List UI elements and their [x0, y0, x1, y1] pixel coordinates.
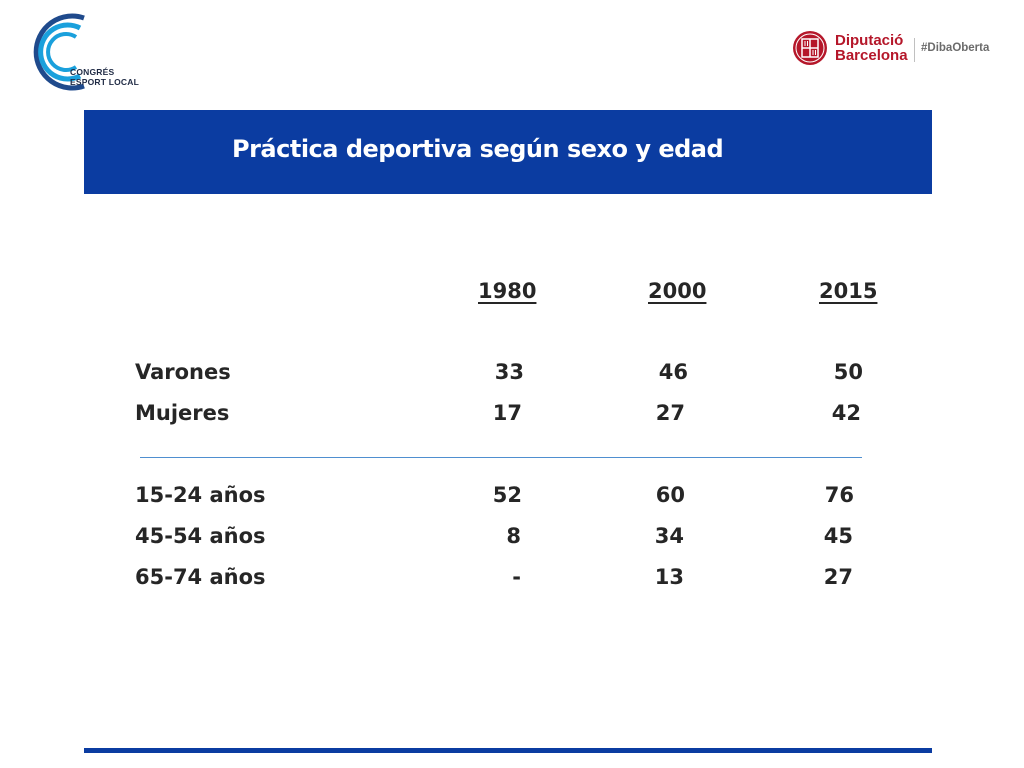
- row-label-15-24: 15-24 años: [135, 483, 266, 507]
- logo-line-2: ESPORT LOCAL: [70, 77, 139, 87]
- cell-mujeres-2000: 27: [655, 401, 685, 425]
- cell-15-24-2000: 60: [655, 483, 685, 507]
- cell-15-24-1980: 52: [492, 483, 522, 507]
- cell-varones-1980: 33: [494, 360, 524, 384]
- row-label-mujeres: Mujeres: [135, 401, 230, 425]
- cell-mujeres-1980: 17: [492, 401, 522, 425]
- hashtag: #DibaOberta: [921, 42, 990, 54]
- logo-separator: [914, 38, 915, 62]
- cell-varones-2000: 46: [658, 360, 688, 384]
- cell-65-74-2015: 27: [823, 565, 853, 589]
- year-header-2015: 2015: [819, 279, 878, 303]
- logo-line-1: CONGRÉS: [70, 67, 115, 77]
- cell-varones-2015: 50: [833, 360, 863, 384]
- diputacio-name-line-2: Barcelona: [835, 47, 908, 64]
- row-label-45-54: 45-54 años: [135, 524, 266, 548]
- diputacio-barcelona-logo: Diputació Barcelona #DibaOberta: [790, 28, 1010, 72]
- diputacio-seal-icon: [793, 31, 827, 65]
- row-label-varones: Varones: [135, 360, 231, 384]
- congres-arcs-icon: [33, 13, 85, 91]
- cell-65-74-1980: -: [512, 565, 521, 589]
- cell-65-74-2000: 13: [654, 565, 684, 589]
- year-header-2000: 2000: [648, 279, 707, 303]
- cell-45-54-2015: 45: [823, 524, 853, 548]
- congres-esport-local-logo: CONGRÉS ESPORT LOCAL: [18, 12, 168, 94]
- diputacio-name-line-1: Diputació: [835, 32, 904, 49]
- slide-title: Práctica deportiva según sexo y edad: [232, 135, 724, 163]
- cell-45-54-2000: 34: [654, 524, 684, 548]
- title-band: Práctica deportiva según sexo y edad: [84, 110, 932, 194]
- group-divider: [140, 457, 862, 458]
- bottom-rule: [84, 748, 932, 753]
- cell-mujeres-2015: 42: [831, 401, 861, 425]
- cell-45-54-1980: 8: [506, 524, 521, 548]
- cell-15-24-2015: 76: [824, 483, 854, 507]
- row-label-65-74: 65-74 años: [135, 565, 266, 589]
- year-header-1980: 1980: [478, 279, 537, 303]
